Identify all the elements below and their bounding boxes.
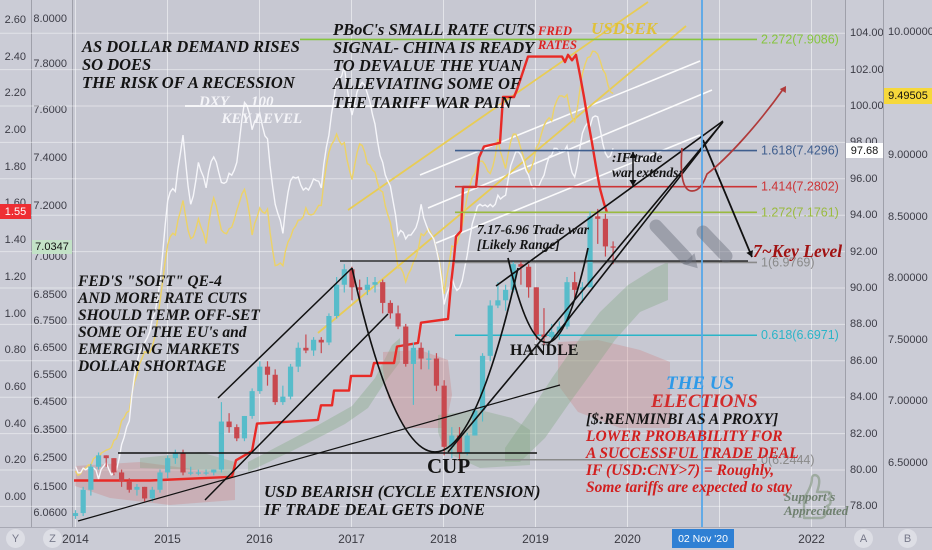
fed-rate-axis[interactable]: 2.602.402.202.001.801.601.401.201.000.80… bbox=[0, 0, 31, 527]
axis-tick: 0.60 bbox=[4, 380, 26, 393]
axis-tick: 86.00 bbox=[850, 354, 878, 367]
axis-tick: 2.20 bbox=[4, 87, 26, 100]
axis-tick: 92.00 bbox=[850, 245, 878, 258]
usdcny-axis[interactable]: 8.0000 7.8000 7.6000 7.4000 7.2000 7.0000 6.85… bbox=[31, 0, 72, 527]
axis-button-z[interactable]: Z bbox=[43, 529, 62, 548]
axis-tick: 7.50000 bbox=[888, 333, 928, 346]
axis-tick: 2.00 bbox=[4, 124, 26, 136]
axis-tick: 7.6000 bbox=[33, 104, 67, 117]
year-label: 2014 bbox=[62, 532, 89, 546]
svg-text:1(6.9769): 1(6.9769) bbox=[761, 255, 815, 269]
svg-text:2.272(7.9086): 2.272(7.9086) bbox=[761, 32, 839, 46]
axis-tick: 1.40 bbox=[4, 234, 26, 247]
year-label: 2018 bbox=[430, 532, 457, 546]
year-label: 2022 bbox=[798, 532, 825, 546]
axis-tick: 100.00 bbox=[850, 100, 884, 112]
axis-tick: 6.1500 bbox=[33, 480, 67, 493]
year-label: 2019 bbox=[522, 532, 549, 546]
axis-tick: 102.00 bbox=[850, 63, 884, 76]
axis-tick: 90.00 bbox=[850, 282, 878, 294]
axis-tick: 88.00 bbox=[850, 318, 878, 331]
axis-separator bbox=[72, 0, 73, 550]
axis-tick: 7.00000 bbox=[888, 395, 928, 407]
usdsek-axis[interactable]: 10.00000 9.00000 8.50000 8.00000 7.50000 7.00… bbox=[883, 0, 932, 527]
axis-tick: 6.5500 bbox=[33, 368, 67, 381]
axis-tick: 8.0000 bbox=[33, 13, 67, 25]
axis-tick: 0.40 bbox=[4, 417, 26, 430]
axis-tick: 6.2500 bbox=[33, 452, 67, 465]
svg-text:0(6.2444): 0(6.2444) bbox=[761, 453, 815, 467]
axis-button-a[interactable]: A bbox=[854, 529, 873, 548]
axis-tick: 0.00 bbox=[4, 491, 26, 503]
axis-tick: 2.40 bbox=[4, 50, 26, 63]
dxy-axis[interactable]: 104.00102.00100.0098.0096.0094.0092.0090… bbox=[845, 0, 884, 527]
axis-tick: 6.7500 bbox=[33, 315, 67, 328]
axis-tick: 94.00 bbox=[850, 209, 878, 222]
axis-tick: 84.00 bbox=[850, 391, 878, 404]
axis-tick: 96.00 bbox=[850, 172, 878, 185]
svg-text:1.414(7.2802): 1.414(7.2802) bbox=[761, 180, 839, 194]
usdcny-last-price-flag: 7.0347 bbox=[32, 240, 72, 254]
svg-text:1.272(7.1761): 1.272(7.1761) bbox=[761, 205, 839, 219]
axis-tick: 7.2000 bbox=[33, 200, 67, 213]
axis-tick: 6.0600 bbox=[33, 507, 67, 520]
axis-tick: 2.60 bbox=[4, 13, 26, 26]
axis-separator bbox=[31, 0, 32, 550]
axis-tick: 0.80 bbox=[4, 344, 26, 357]
year-label: 2016 bbox=[246, 532, 273, 546]
event-date-label: 02 Nov '20 bbox=[672, 529, 734, 548]
axis-tick: 6.8500 bbox=[33, 289, 67, 302]
axis-tick: 78.00 bbox=[850, 500, 878, 513]
dxy-last-price-flag: 97.68 bbox=[846, 143, 883, 158]
axis-button-b[interactable]: B bbox=[898, 529, 917, 548]
axis-tick: 10.00000 bbox=[888, 26, 932, 38]
usdsek-last-price-flag: 9.49505 bbox=[884, 88, 932, 104]
axis-tick: 1.80 bbox=[4, 160, 26, 173]
axis-tick: 1.00 bbox=[4, 307, 26, 320]
thumbs-up-icon bbox=[802, 473, 833, 520]
axis-tick: 0.20 bbox=[4, 454, 26, 467]
axis-tick: 6.50000 bbox=[888, 456, 928, 469]
time-axis[interactable]: 2014 2015 2016 2017 2018 2019 2020 2022 bbox=[0, 527, 932, 550]
fed-last-price-flag: 1.55 bbox=[0, 204, 31, 219]
axis-tick: 6.4500 bbox=[33, 396, 67, 409]
axis-tick: 104.00 bbox=[850, 27, 884, 40]
year-label: 2020 bbox=[614, 532, 641, 546]
svg-text:0.618(6.6971): 0.618(6.6971) bbox=[761, 328, 839, 342]
axis-tick: 8.00000 bbox=[888, 272, 928, 284]
axis-button-y[interactable]: Y bbox=[6, 529, 25, 548]
axis-tick: 9.00000 bbox=[888, 149, 928, 161]
axis-tick: 8.50000 bbox=[888, 210, 928, 223]
svg-text:1.618(7.4296): 1.618(7.4296) bbox=[761, 144, 839, 158]
axis-tick: 7.4000 bbox=[33, 151, 67, 164]
year-label: 2017 bbox=[338, 532, 365, 546]
axis-tick: 1.20 bbox=[4, 270, 26, 283]
axis-separator bbox=[883, 0, 884, 550]
axis-tick: 6.6500 bbox=[33, 341, 67, 354]
axis-tick: 80.00 bbox=[850, 464, 878, 476]
year-label: 2015 bbox=[154, 532, 181, 546]
axis-tick: 82.00 bbox=[850, 427, 878, 440]
axis-separator bbox=[845, 0, 846, 550]
axis-tick: 7.8000 bbox=[33, 58, 67, 71]
axis-tick: 6.3500 bbox=[33, 423, 67, 436]
